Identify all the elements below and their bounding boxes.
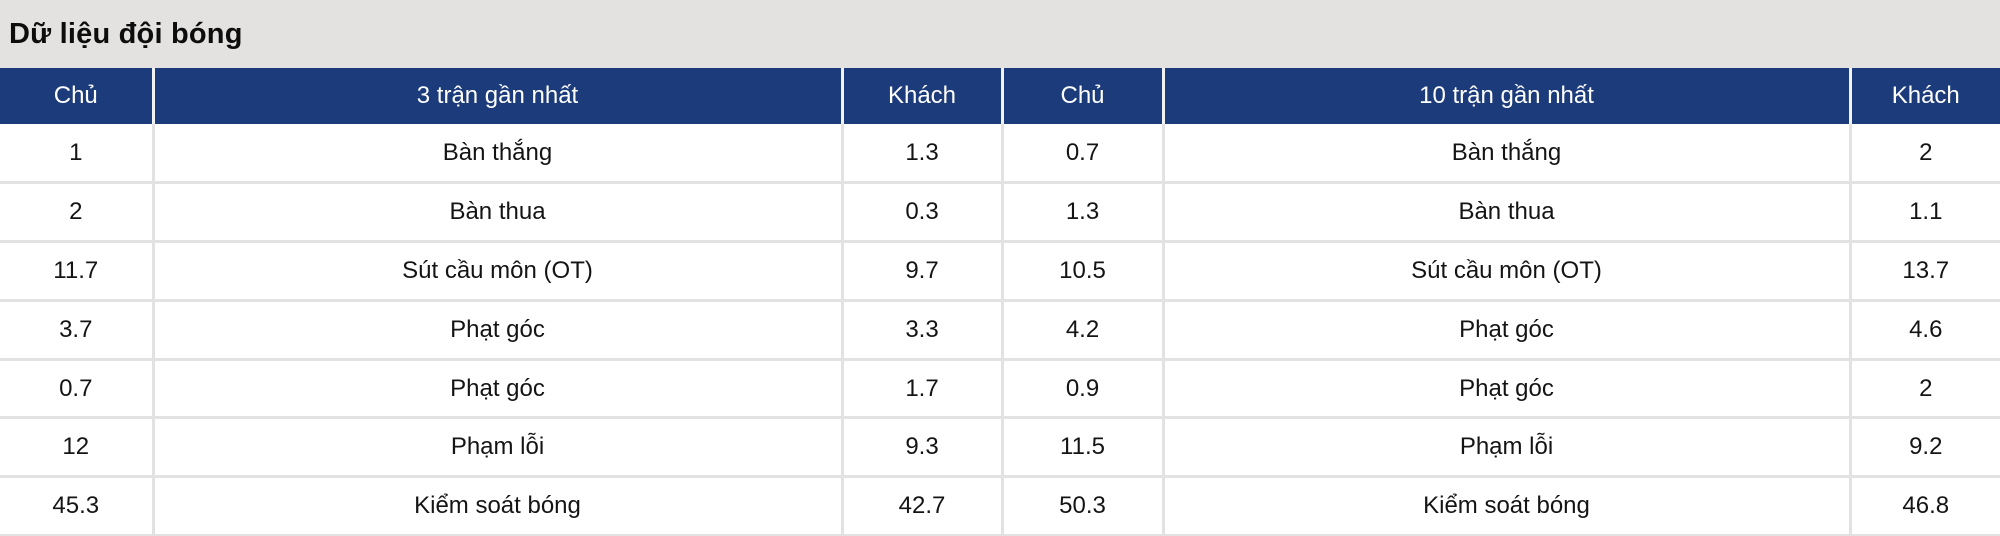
table-row: 1 Bàn thắng 1.3 0.7 Bàn thắng 2 xyxy=(0,124,2000,183)
table-row: 11.7 Sút cầu môn (OT) 9.7 10.5 Sút cầu m… xyxy=(0,240,2000,301)
home-last10-value: 0.7 xyxy=(1000,124,1163,183)
away-last3-value: 9.7 xyxy=(840,240,1002,301)
header-home-last10: Chủ xyxy=(1000,68,1163,124)
away-last3-value: 3.3 xyxy=(840,298,1002,360)
page-title: Dữ liệu đội bóng xyxy=(9,17,243,50)
stat-last10-label: Phạt góc xyxy=(1161,357,1850,418)
stat-last10-label: Kiểm soát bóng xyxy=(1161,475,1850,536)
header-away-last10: Khách xyxy=(1848,68,2000,124)
away-last10-value: 2 xyxy=(1848,357,2000,418)
away-last10-value: 2 xyxy=(1848,124,2000,183)
home-last3-value: 11.7 xyxy=(0,240,153,301)
team-stats-table: Chủ 3 trận gần nhất Khách Chủ 10 trận gầ… xyxy=(0,68,2000,536)
header-stat-last3: 3 trận gần nhất xyxy=(151,68,842,124)
table-row: 12 Phạm lỗi 9.3 11.5 Phạm lỗi 9.2 xyxy=(0,416,2000,477)
header-stat-last10: 10 trận gần nhất xyxy=(1161,68,1850,124)
stat-last10-label: Sút cầu môn (OT) xyxy=(1161,240,1850,301)
stat-last10-label: Phạt góc xyxy=(1161,298,1850,360)
home-last10-value: 11.5 xyxy=(1000,416,1163,477)
stat-last3-label: Sút cầu môn (OT) xyxy=(151,240,842,301)
stat-last10-label: Phạm lỗi xyxy=(1161,416,1850,477)
away-last3-value: 42.7 xyxy=(840,475,1002,536)
table-row: 2 Bàn thua 0.3 1.3 Bàn thua 1.1 xyxy=(0,181,2000,242)
stat-last3-label: Bàn thua xyxy=(151,181,842,242)
away-last10-value: 13.7 xyxy=(1848,240,2000,301)
away-last3-value: 1.3 xyxy=(840,124,1002,183)
away-last3-value: 0.3 xyxy=(840,181,1002,242)
table-header: Chủ 3 trận gần nhất Khách Chủ 10 trận gầ… xyxy=(0,68,2000,124)
title-bar: Dữ liệu đội bóng xyxy=(0,0,2000,68)
header-row: Chủ 3 trận gần nhất Khách Chủ 10 trận gầ… xyxy=(0,68,2000,124)
home-last3-value: 2 xyxy=(0,181,153,242)
table-row: 3.7 Phạt góc 3.3 4.2 Phạt góc 4.6 xyxy=(0,298,2000,360)
stat-last3-label: Phạm lỗi xyxy=(151,416,842,477)
stat-last3-label: Phạt góc xyxy=(151,298,842,360)
home-last3-value: 45.3 xyxy=(0,475,153,536)
home-last3-value: 12 xyxy=(0,416,153,477)
home-last10-value: 50.3 xyxy=(1000,475,1163,536)
header-away-last3: Khách xyxy=(840,68,1002,124)
away-last10-value: 9.2 xyxy=(1848,416,2000,477)
home-last10-value: 0.9 xyxy=(1000,357,1163,418)
away-last10-value: 4.6 xyxy=(1848,298,2000,360)
home-last10-value: 10.5 xyxy=(1000,240,1163,301)
home-last3-value: 3.7 xyxy=(0,298,153,360)
home-last3-value: 0.7 xyxy=(0,357,153,418)
stat-last3-label: Phạt góc xyxy=(151,357,842,418)
stat-last3-label: Bàn thắng xyxy=(151,124,842,183)
away-last3-value: 9.3 xyxy=(840,416,1002,477)
home-last3-value: 1 xyxy=(69,138,83,166)
stat-last10-label: Bàn thắng xyxy=(1161,124,1850,183)
table-row: 45.3 Kiểm soát bóng 42.7 50.3 Kiểm soát … xyxy=(0,475,2000,536)
stat-last3-label: Kiểm soát bóng xyxy=(151,475,842,536)
stat-last10-label: Bàn thua xyxy=(1161,181,1850,242)
table-row: 0.7 Phạt góc 1.7 0.9 Phạt góc 2 xyxy=(0,357,2000,418)
away-last3-value: 1.7 xyxy=(840,357,1002,418)
header-home-last3: Chủ xyxy=(0,68,153,124)
away-last10-value: 1.1 xyxy=(1848,181,2000,242)
home-last10-value: 4.2 xyxy=(1000,298,1163,360)
home-last10-value: 1.3 xyxy=(1000,181,1163,242)
table-body: 1 Bàn thắng 1.3 0.7 Bàn thắng 2 2 Bàn th… xyxy=(0,124,2000,536)
away-last10-value: 46.8 xyxy=(1848,475,2000,536)
